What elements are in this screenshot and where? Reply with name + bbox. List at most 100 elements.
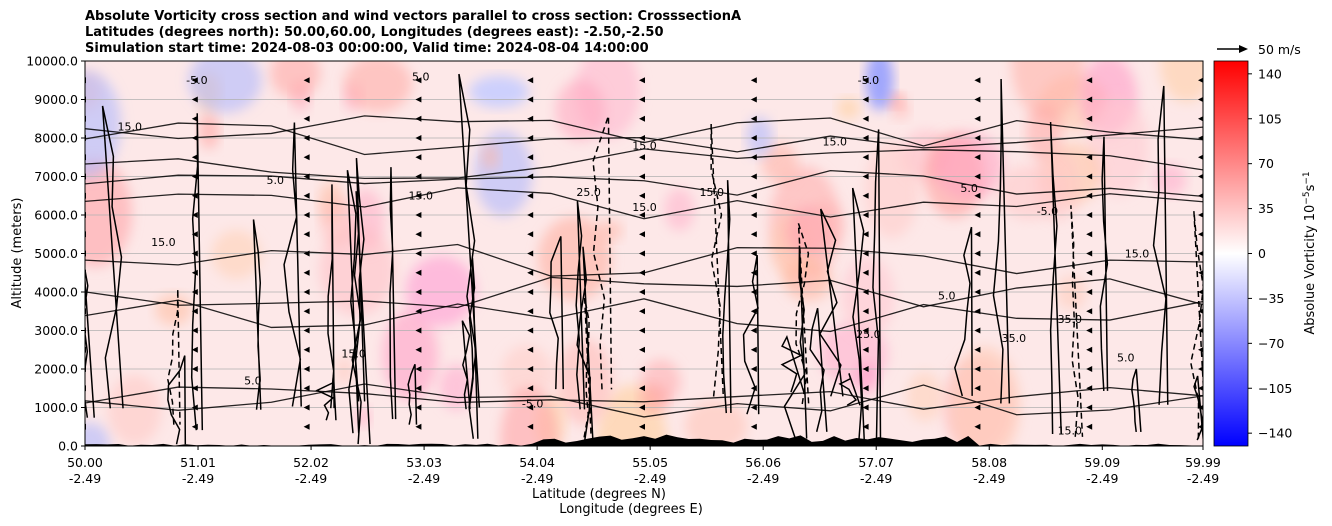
wind-vector-arrow — [1198, 212, 1203, 218]
wind-vector-arrow — [1198, 270, 1203, 276]
vorticity-patch — [500, 387, 558, 446]
contour-positive — [1049, 122, 1062, 435]
wind-vector-arrow — [974, 192, 981, 199]
wind-vector-arrow — [1086, 77, 1093, 84]
y-tick-label: 10000.0 — [26, 54, 78, 69]
wind-vector-arrow — [1198, 308, 1203, 314]
wind-vector-arrow — [415, 346, 422, 353]
contour-positive — [872, 129, 882, 446]
vorticity-patch-negative — [865, 61, 894, 111]
contour-positive — [101, 105, 124, 409]
wind-vector-arrow — [527, 404, 534, 411]
colorbar-label-exponent: −5 — [1302, 191, 1312, 204]
wind-vector-arrow — [639, 115, 645, 122]
wind-vector-arrow — [974, 269, 981, 276]
vorticity-patch — [501, 344, 553, 404]
wind-vector-arrow — [750, 212, 757, 218]
x-tick-label-longitude: -2.49 — [69, 471, 101, 486]
vorticity-patch — [639, 383, 669, 415]
quiver-key-label: 50 m/s — [1258, 42, 1301, 57]
vorticity-patch — [1056, 275, 1087, 310]
wind-vector-arrow — [974, 327, 981, 334]
contour-horizontal — [85, 187, 1203, 220]
wind-vector-arrow — [415, 269, 422, 276]
vorticity-patch — [319, 225, 395, 316]
colorbar-tick-label: 140 — [1258, 66, 1282, 81]
vorticity-patch — [198, 112, 220, 150]
wind-vector-arrow — [639, 154, 645, 161]
chart-title-line-3: Simulation start time: 2024-08-03 00:00:… — [85, 41, 649, 56]
contour-positive — [575, 201, 586, 410]
wind-vector-arrow — [974, 366, 981, 372]
wind-vector-arrow — [191, 250, 198, 257]
wind-vector-arrow — [303, 115, 310, 122]
contour-label: 15.0 — [823, 136, 848, 149]
wind-vector-arrow — [750, 385, 757, 392]
wind-vector-arrow — [750, 269, 757, 276]
wind-vector-arrow — [415, 192, 422, 199]
colorbar-tick-label: −70 — [1258, 336, 1284, 351]
wind-vector-arrow — [527, 154, 534, 161]
wind-vector-arrow — [1086, 385, 1093, 392]
contour-label: -5.0 — [1037, 205, 1058, 218]
x-tick-label-latitude: 51.01 — [180, 455, 216, 470]
wind-vector-arrow — [862, 308, 869, 315]
wind-vector-arrow — [303, 173, 310, 180]
contour-negative — [1190, 211, 1203, 439]
wind-vector-arrow — [415, 366, 422, 372]
contour-positive — [1131, 368, 1142, 432]
wind-vector-arrow — [191, 308, 198, 315]
x-tick-label-longitude: -2.49 — [408, 471, 440, 486]
wind-vector-arrow — [639, 346, 645, 353]
contour-negative — [583, 297, 592, 438]
y-tick-label: 1000.0 — [34, 400, 78, 415]
wind-vector-arrow — [974, 308, 981, 315]
contour-horizontal — [85, 148, 1203, 180]
wind-vector-arrow — [639, 192, 645, 199]
wind-vector-arrow — [415, 154, 422, 161]
wind-vector-arrow — [1198, 116, 1203, 122]
wind-vector-arrow — [974, 115, 981, 122]
x-tick-label-latitude: 54.04 — [519, 455, 555, 470]
wind-vector-arrow — [639, 269, 645, 276]
wind-vector-arrow — [303, 250, 310, 257]
vorticity-patch — [761, 142, 798, 184]
vorticity-field — [85, 61, 1203, 446]
wind-vector-arrow — [303, 346, 310, 353]
wind-vector-arrow — [191, 404, 198, 411]
x-tick-label-longitude: -2.49 — [182, 471, 214, 486]
wind-vector-arrow — [415, 212, 422, 218]
wind-vector-arrow — [191, 269, 198, 276]
contour-positive — [819, 208, 844, 397]
x-tick-label-latitude: 55.05 — [632, 455, 668, 470]
vorticity-patch — [864, 141, 919, 239]
wind-vector-arrow — [750, 135, 757, 141]
y-tick-label: 6000.0 — [34, 208, 78, 223]
wind-vector-arrow — [1198, 251, 1203, 256]
wind-vector-arrow — [862, 423, 869, 430]
wind-vector-arrow — [1198, 405, 1203, 410]
vorticity-patch — [1026, 103, 1062, 163]
vorticity-patch — [538, 216, 612, 301]
x-tick-label-longitude: -2.49 — [1086, 471, 1118, 486]
wind-vector-arrow — [527, 135, 534, 141]
vorticity-patch — [155, 293, 192, 326]
wind-vector-arrow — [191, 385, 198, 392]
wind-vector-arrow — [415, 250, 422, 257]
contour-positive — [742, 255, 760, 415]
wind-vector-arrow — [527, 308, 534, 315]
x-tick-label-latitude: 59.09 — [1084, 455, 1120, 470]
wind-vector-arrow — [191, 77, 198, 84]
x-tick-label-longitude: -2.49 — [634, 471, 666, 486]
wind-vector-arrow — [639, 250, 645, 257]
wind-vector-arrow — [862, 77, 869, 84]
wind-vector-arrow — [1198, 366, 1203, 372]
contour-label: 15.0 — [699, 186, 724, 199]
vorticity-patch — [320, 197, 352, 248]
wind-vector-arrow — [1086, 308, 1093, 315]
contour-positive — [809, 308, 828, 433]
wind-vector-arrow — [303, 385, 310, 392]
colorbar-ticks: 140 105 70 35 0 −35 −70 −105 −140 — [1248, 66, 1292, 441]
wind-vector-arrow — [750, 96, 757, 103]
wind-vector-arrow — [1086, 250, 1093, 257]
